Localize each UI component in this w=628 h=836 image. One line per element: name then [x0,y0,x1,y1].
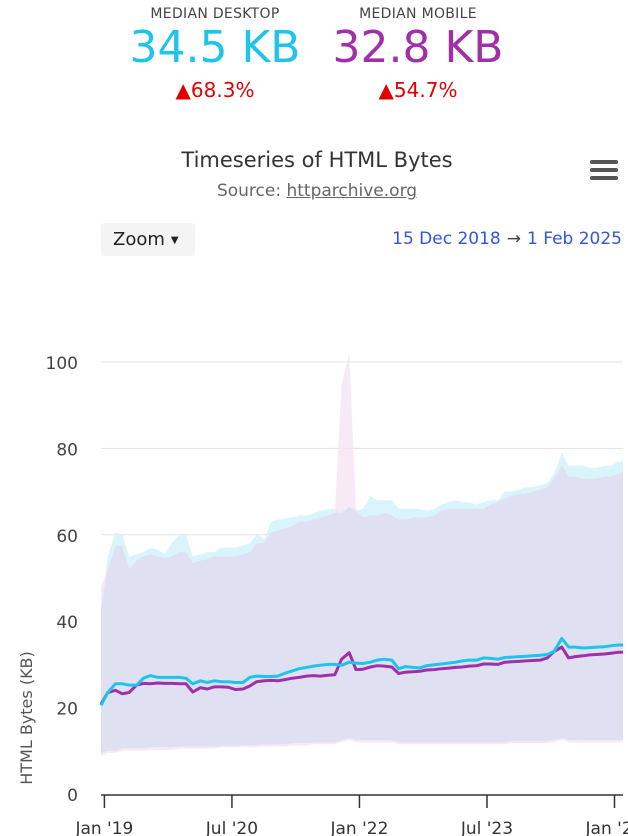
desktop-stat-label: MEDIAN DESKTOP [150,6,280,22]
y-axis-title: HTML Bytes (KB) [17,651,36,785]
y-tick-label: 80 [56,440,78,460]
x-tick-label: Jan '19 [74,819,133,836]
zoom-dropdown-button[interactable]: Zoom ▼ [101,223,195,256]
up-triangle-icon: ▲ [175,78,191,102]
desktop-median-line [99,637,623,707]
range-start[interactable]: 15 Dec 2018 [392,229,501,249]
chart-subtitle: Source: httparchive.org [0,181,628,201]
mobile-stat-change: ▲54.7% [318,78,518,102]
mobile-stat: MEDIAN MOBILE 32.8 KB ▲54.7% [318,6,518,102]
x-tick-label: Jan '25 [585,819,628,836]
range-arrow: → [506,229,521,249]
y-tick-label: 20 [56,700,78,720]
desktop-stat: MEDIAN DESKTOP 34.5 KB ▲68.3% [110,6,320,102]
desktop-change-value: 68.3% [190,78,255,102]
up-triangle-icon: ▲ [378,78,394,102]
mobile-stat-value: 32.8 KB [332,22,504,73]
chart-title: Timeseries of HTML Bytes [181,148,453,172]
y-tick-label: 0 [67,786,78,806]
y-tick-label: 60 [56,527,78,547]
source-link[interactable]: httparchive.org [286,181,418,201]
overlap-range-band [101,465,623,753]
mobile-stat-label: MEDIAN MOBILE [359,6,477,22]
desktop-stat-change: ▲68.3% [110,78,320,102]
caret-down-icon: ▼ [170,235,179,246]
mobile-median-line [99,645,623,705]
x-tick-label: Jul '23 [460,819,513,836]
source-prefix: Source: [216,181,287,201]
date-range: 15 Dec 2018 → 1 Feb 2025 [360,229,622,249]
y-tick-label: 100 [46,354,78,374]
mobile-change-value: 54.7% [393,78,458,102]
summary-panel: MEDIAN DESKTOP 34.5 KB ▲68.3% MEDIAN MOB… [0,0,628,120]
x-tick-label: Jan '22 [329,819,388,836]
desktop-stat-value: 34.5 KB [129,22,301,73]
y-tick-label: 40 [56,613,78,633]
range-end[interactable]: 1 Feb 2025 [527,229,622,249]
hamburger-menu-icon[interactable] [590,160,618,186]
x-tick-label: Jul '20 [205,819,258,836]
zoom-label: Zoom [113,229,165,250]
